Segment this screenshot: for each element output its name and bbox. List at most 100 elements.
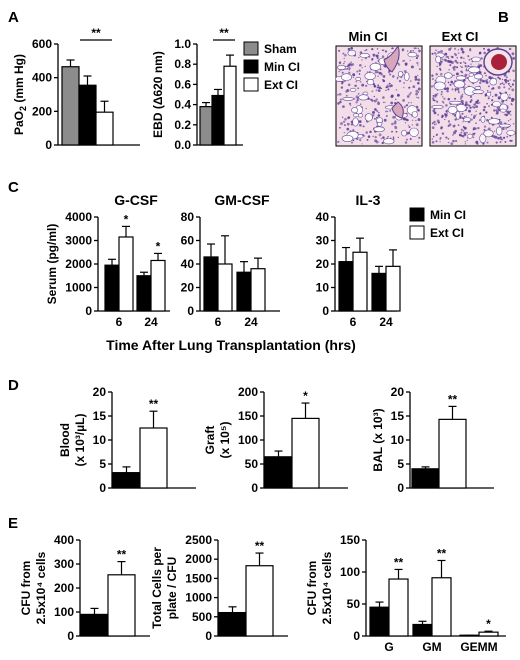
tissue-nucleus	[341, 82, 344, 85]
tissue-nucleus	[509, 85, 512, 88]
tissue-nucleus	[478, 119, 481, 122]
tissue-nucleus	[391, 122, 394, 126]
y-tick-label: 200	[32, 104, 52, 118]
tissue-nucleus	[358, 63, 362, 67]
histology-panel: Min CI Ext CI	[334, 29, 517, 147]
tissue-nucleus	[470, 118, 473, 121]
tissue-nucleus	[432, 135, 435, 138]
tissue-nucleus	[361, 59, 363, 61]
tissue-alveolus	[351, 106, 358, 114]
y-tick-label: 80	[181, 210, 195, 224]
tissue-nucleus	[485, 74, 487, 77]
tissue-alveolus	[364, 72, 376, 80]
bar-ext-ci	[478, 631, 499, 637]
y-tick-label: 0	[45, 138, 52, 152]
tissue-alveolus	[479, 133, 487, 144]
tissue-nucleus	[440, 49, 443, 53]
tissue-nucleus	[463, 57, 465, 59]
bar-min-ci	[236, 271, 252, 312]
tissue-nucleus	[391, 75, 395, 78]
tissue-nucleus	[472, 127, 476, 131]
tissue-nucleus	[462, 61, 465, 63]
tissue-nucleus	[371, 47, 374, 51]
tissue-nucleus	[492, 95, 494, 98]
tissue-nucleus	[466, 106, 469, 109]
bar-min-ci	[371, 272, 387, 312]
tissue-nucleus	[374, 135, 377, 139]
tissue-nucleus	[414, 75, 418, 79]
tissue-alveolus	[471, 56, 481, 63]
y-axis-label: 2.5x10⁴ cells	[34, 551, 48, 624]
tissue-nucleus	[468, 58, 471, 61]
tissue-nucleus	[418, 136, 421, 139]
chart-e1: 0 100 200 300 400 CFU from 2.5x10⁴ cells **	[19, 533, 150, 643]
tissue-alveolus	[473, 73, 483, 80]
tissue-nucleus	[381, 141, 384, 145]
tissue-nucleus	[340, 122, 343, 126]
tissue-nucleus	[508, 84, 511, 87]
tissue-nucleus	[483, 125, 487, 128]
tissue-nucleus	[501, 82, 504, 85]
tissue-nucleus	[437, 93, 439, 95]
tissue-nucleus	[470, 63, 472, 65]
tissue-nucleus	[447, 120, 450, 123]
tissue-nucleus	[431, 126, 435, 130]
tissue-nucleus	[440, 93, 443, 96]
tissue-alveolus	[500, 108, 507, 113]
significance-marker: *	[156, 239, 161, 253]
tissue-nucleus	[387, 84, 389, 86]
tissue-nucleus	[466, 77, 469, 79]
tissue-nucleus	[375, 54, 379, 58]
tissue-nucleus	[431, 122, 434, 125]
chart-title: IL-3	[356, 192, 381, 208]
significance-marker: **	[91, 26, 101, 40]
tissue-nucleus	[367, 135, 371, 138]
tissue-nucleus	[453, 74, 455, 77]
tissue-nucleus	[447, 60, 450, 63]
y-tick-label: 20	[391, 385, 405, 399]
tissue-nucleus	[391, 95, 394, 98]
tissue-nucleus	[431, 74, 434, 77]
tissue-nucleus	[446, 89, 449, 93]
tissue-alveolus	[411, 111, 418, 118]
y-axis-label: Total Cells per	[150, 547, 164, 629]
tissue-alveolus	[468, 66, 481, 74]
tissue-nucleus	[508, 87, 511, 90]
tissue-nucleus	[386, 85, 389, 88]
tissue-nucleus	[371, 90, 374, 93]
tissue-nucleus	[397, 136, 399, 139]
tissue-nucleus	[407, 101, 410, 104]
tissue-nucleus	[346, 127, 350, 131]
bar-min-ci	[264, 456, 293, 489]
tissue-nucleus	[501, 100, 505, 103]
y-tick-label: 150	[340, 533, 360, 547]
tissue-nucleus	[459, 97, 462, 100]
tissue-nucleus	[511, 97, 514, 101]
tissue-nucleus	[341, 71, 344, 74]
tissue-alveolus	[337, 64, 346, 70]
bar-sham	[199, 106, 213, 146]
tissue-nucleus	[374, 70, 378, 74]
y-tick-label: 500	[192, 610, 212, 624]
tissue-nucleus	[403, 105, 406, 109]
tissue-nucleus	[404, 122, 407, 124]
tissue-nucleus	[377, 111, 380, 114]
tissue-nucleus	[410, 65, 414, 69]
tissue-nucleus	[355, 95, 359, 99]
bar-ext-ci	[352, 251, 368, 312]
tissue-alveolus	[486, 91, 492, 97]
tissue-alveolus	[359, 53, 370, 58]
tissue-nucleus	[347, 64, 351, 67]
legend-a-label-min: Min CI	[264, 60, 300, 74]
tissue-nucleus	[356, 70, 359, 73]
bar-ext-ci	[118, 236, 134, 312]
tissue-nucleus	[409, 91, 412, 94]
tissue-nucleus	[376, 109, 379, 113]
tissue-nucleus	[415, 89, 419, 93]
tissue-nucleus	[457, 52, 460, 54]
tissue-alveolus	[500, 92, 509, 101]
tissue-nucleus	[339, 100, 342, 104]
y-axis-label: plate / CFU	[165, 557, 179, 620]
tissue-nucleus	[464, 73, 468, 77]
tissue-nucleus	[382, 96, 385, 99]
